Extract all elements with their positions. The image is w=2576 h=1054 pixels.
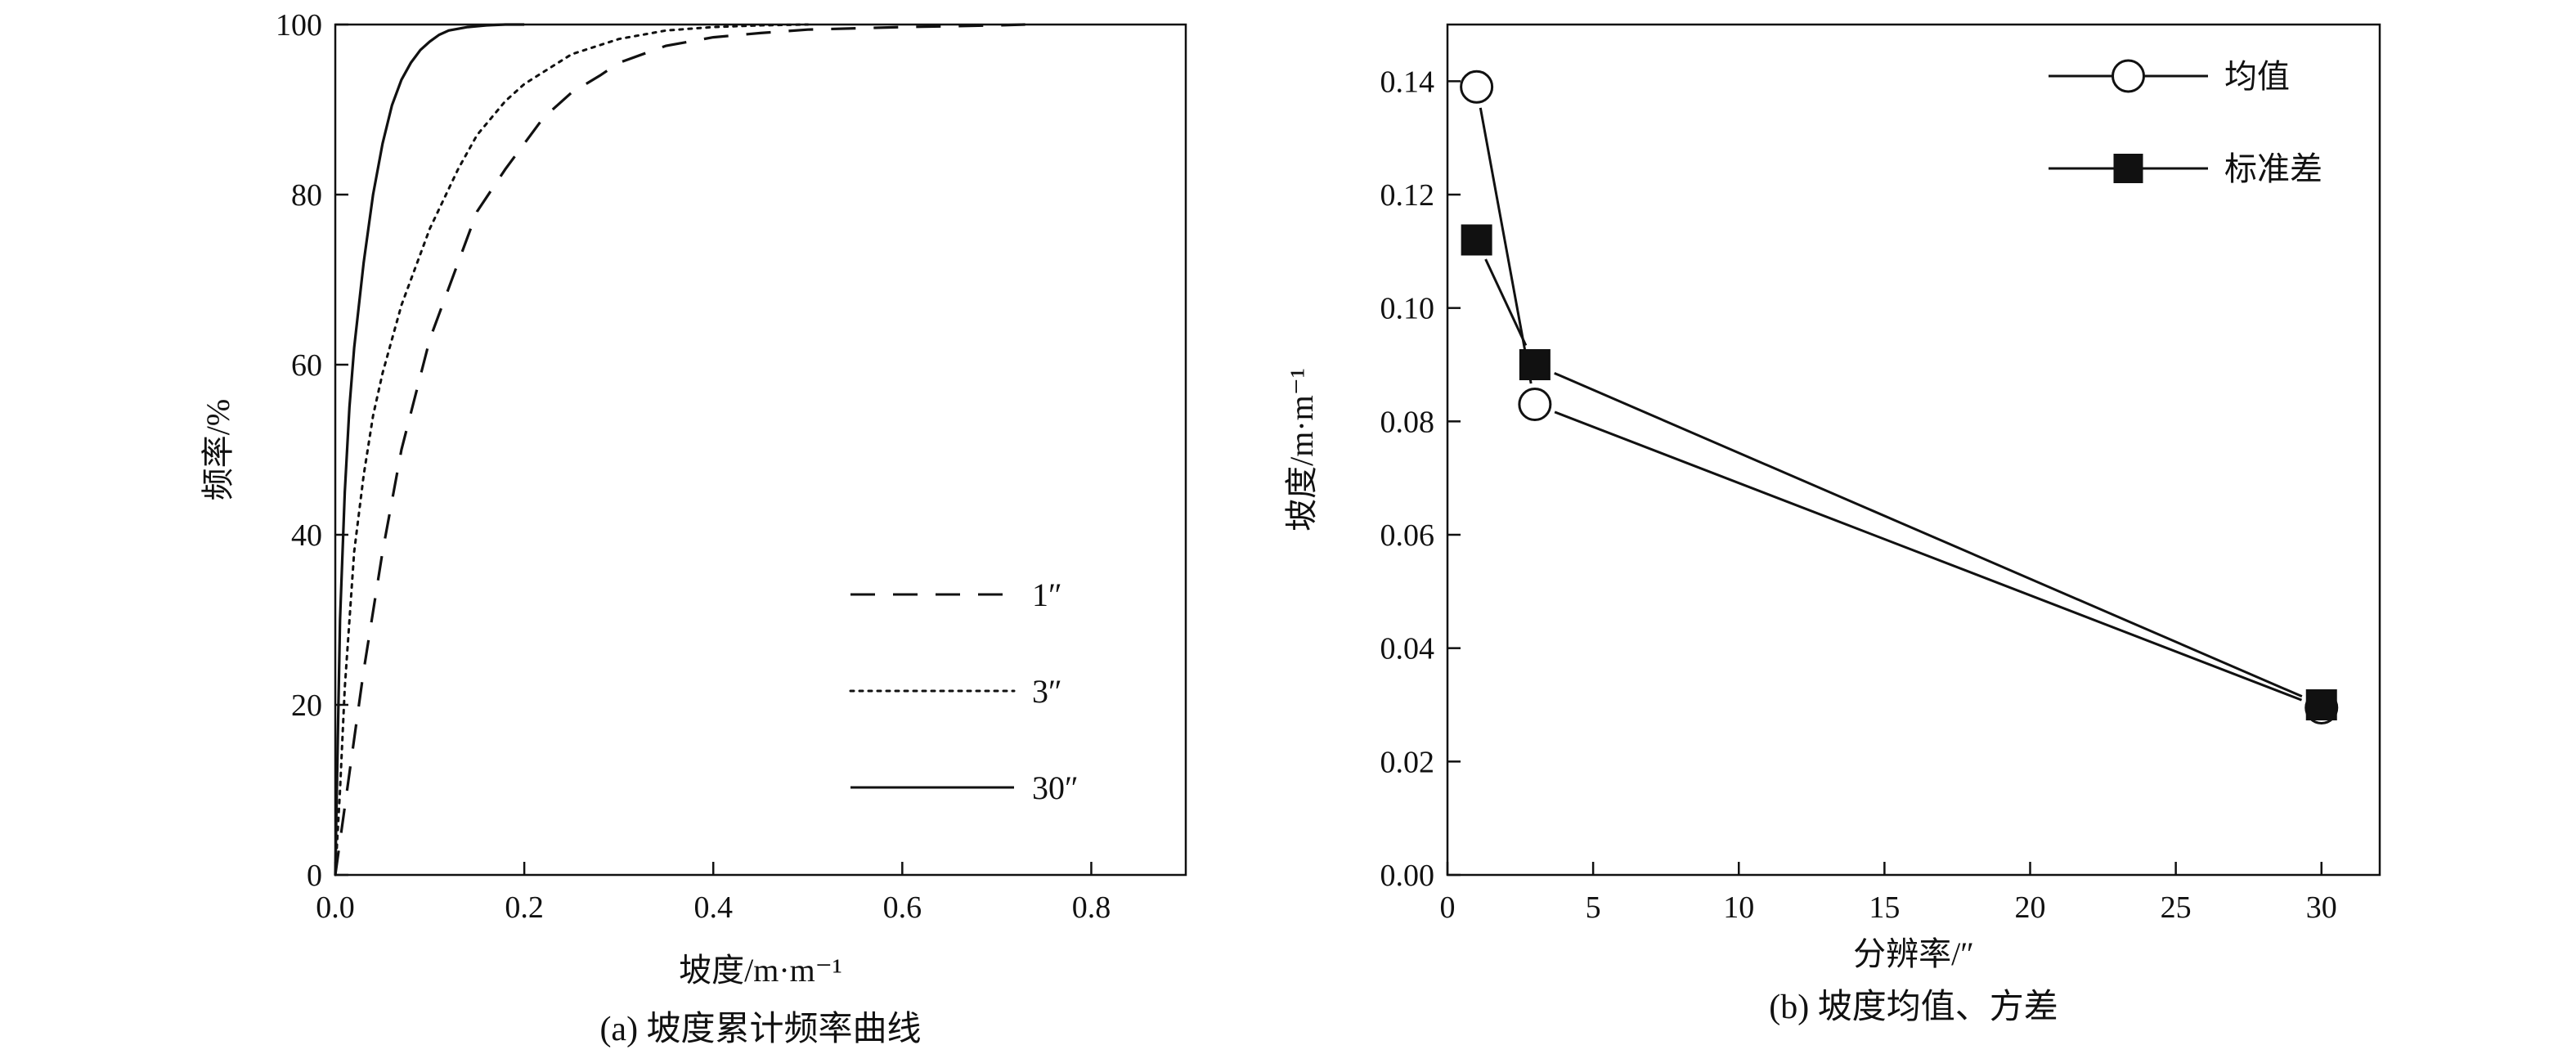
series-line-1: [334, 23, 1025, 876]
legend-label: 均值: [2224, 58, 2290, 95]
x-tick-label: 0.6: [883, 890, 922, 925]
legend-label: 标准差: [2224, 150, 2322, 187]
plot-area-frame: [334, 23, 1187, 877]
legend-label: 3″: [1032, 673, 1062, 710]
y-tick-label: 0.02: [1380, 745, 1435, 779]
x-tick-label: 0.0: [316, 890, 355, 925]
x-tick-label: 20: [2015, 890, 2046, 925]
x-tick-label: 5: [1586, 890, 1601, 925]
y-tick-label: 60: [291, 348, 322, 383]
series-line-3: [334, 23, 525, 876]
y-tick-label: 0.12: [1380, 178, 1435, 213]
y-axis-title: 坡度/m·m⁻¹: [1283, 368, 1320, 531]
plot-area-frame: [1446, 23, 2381, 877]
legend-marker-square: [2113, 154, 2143, 183]
panel-caption: (a) 坡度累计频率曲线: [599, 1010, 921, 1048]
x-axis-title: 坡度/m·m⁻¹: [679, 952, 842, 989]
y-tick-label: 0.10: [1380, 292, 1435, 326]
legend: 1″ 3″ 30″: [849, 576, 1079, 806]
mean-point: [1518, 388, 1552, 422]
x-tick-label: 10: [1723, 890, 1754, 925]
y-tick-label: 0: [307, 859, 322, 893]
x-tick-label: 25: [2161, 890, 2192, 925]
y-tick-label: 0.04: [1380, 632, 1435, 666]
std-point: [1519, 349, 1551, 380]
std-point: [1461, 224, 1492, 256]
axis-ticks: 0 5 10 15 20 25 30 0.00 0.02 0.04 0.06 0.08 0.10 0.12…: [1380, 65, 2337, 925]
x-tick-label: 0.2: [505, 890, 544, 925]
legend-marker-circle: [2112, 59, 2145, 93]
series-segment-2: [1554, 371, 2303, 698]
y-tick-label: 0.06: [1380, 518, 1435, 553]
y-tick-label: 0.14: [1380, 65, 1435, 99]
mean-point: [1460, 70, 1494, 104]
y-tick-label: 0.08: [1380, 405, 1435, 439]
y-tick-label: 100: [276, 8, 322, 43]
slope-mean-std-chart: 0 5 10 15 20 25 30 0.00 0.02 0.04 0.06 0.08 0.10 0.12…: [1283, 23, 2381, 1026]
x-axis-title: 分辨率/″: [1853, 935, 1974, 972]
cumulative-frequency-chart: 0.0 0.2 0.4 0.6 0.8 0 20 40 60 80 100 1″ 3″ 30″ 坡度/m…: [200, 8, 1187, 1048]
x-tick-label: 0: [1440, 890, 1456, 925]
legend-label: 1″: [1032, 576, 1062, 613]
x-tick-label: 0.4: [693, 890, 733, 925]
legend-label: 30″: [1032, 769, 1079, 806]
x-tick-label: 0.8: [1072, 890, 1111, 925]
x-tick-label: 30: [2306, 890, 2337, 925]
y-tick-label: 80: [291, 178, 322, 213]
panel-caption: (b) 坡度均值、方差: [1769, 989, 2058, 1026]
y-tick-label: 0.00: [1380, 859, 1435, 893]
y-axis-title: 频率/%: [200, 399, 236, 500]
y-tick-label: 40: [291, 518, 322, 553]
series-segment-2: [1484, 258, 1528, 347]
std-point: [2305, 689, 2337, 720]
x-tick-label: 15: [1869, 890, 1900, 925]
series-line-2: [334, 23, 810, 877]
y-tick-label: 20: [291, 688, 322, 723]
series-group: [1460, 70, 2339, 724]
series-group: [334, 23, 1025, 877]
series-segment-1: [1554, 410, 2303, 702]
